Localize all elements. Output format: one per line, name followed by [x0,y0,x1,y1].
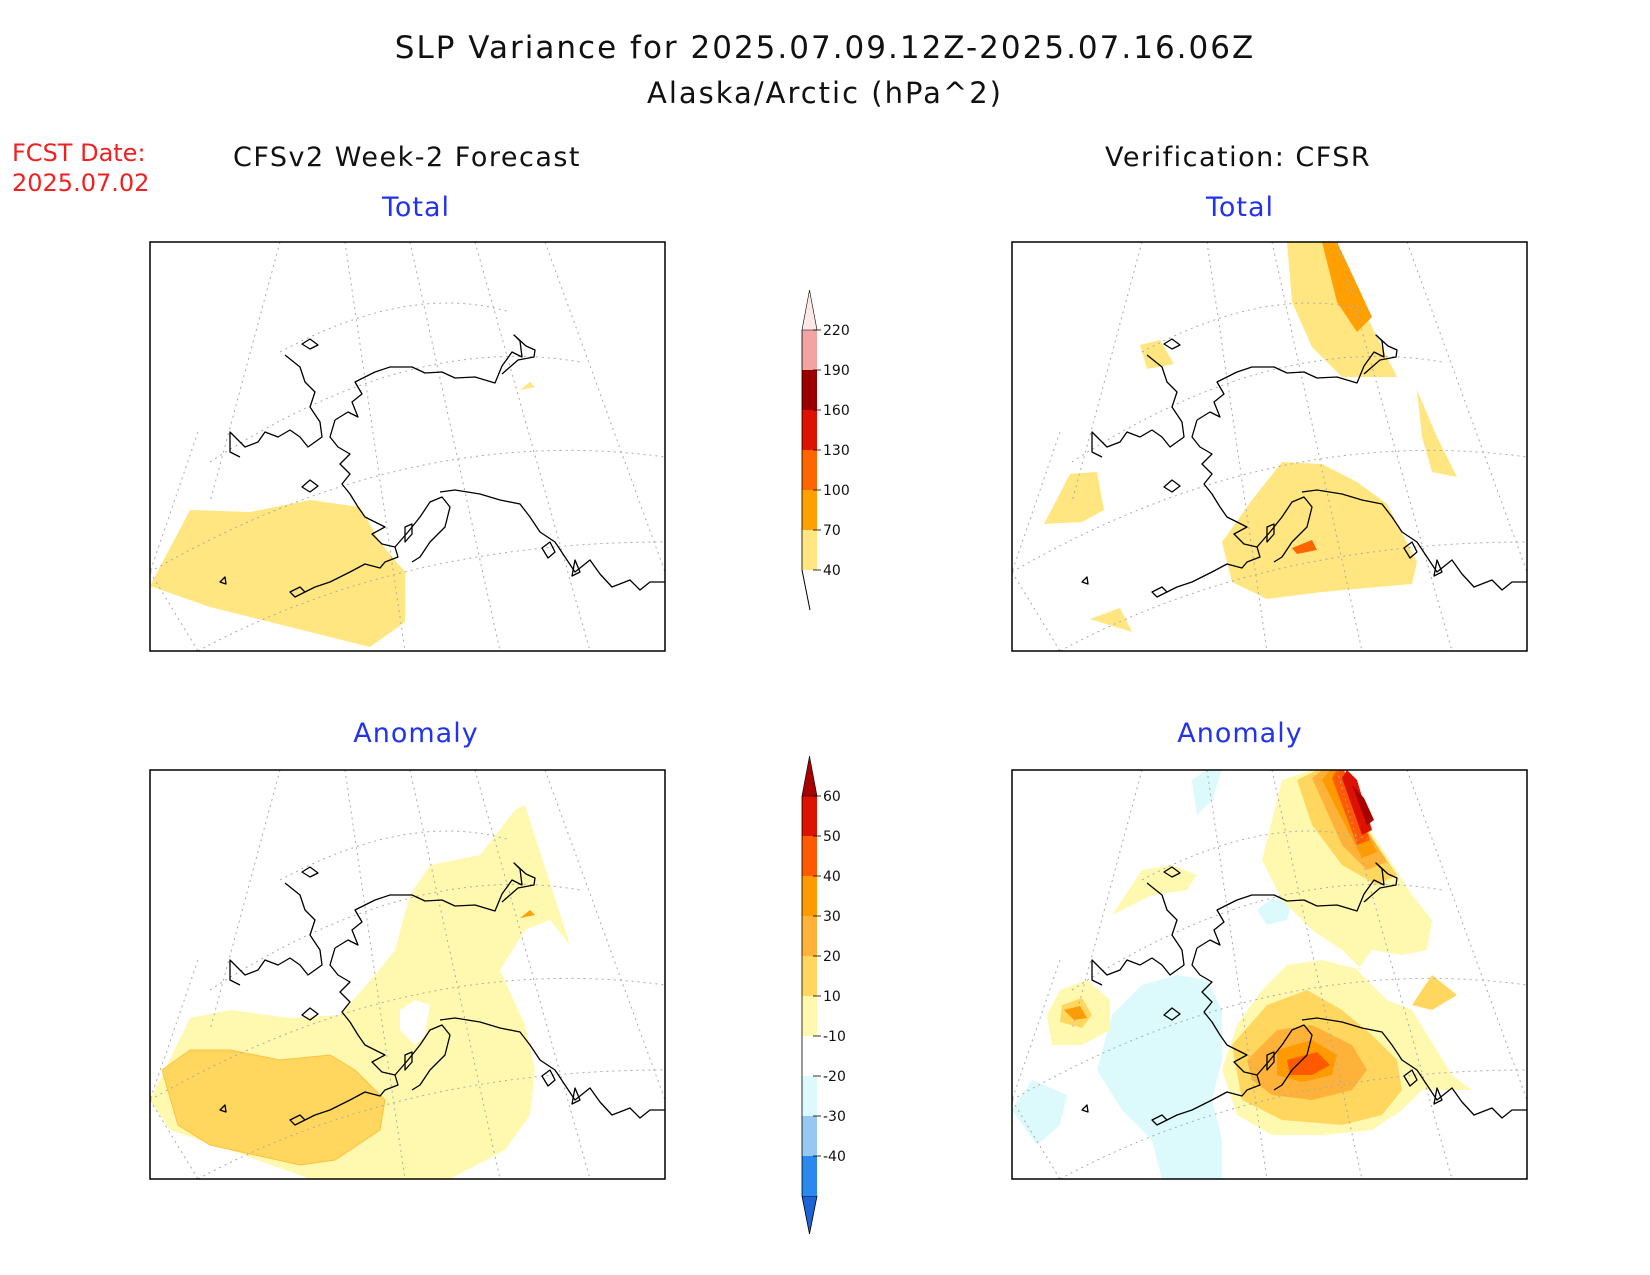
main-title: SLP Variance for 2025.07.09.12Z-2025.07.… [394,30,1256,66]
colorbar-total-bottom-tick [801,569,811,611]
colorbar-anomaly-label: 60 [823,789,841,805]
map-forecast-total [149,241,666,652]
colorbar-anomaly-label: 20 [823,949,841,965]
colorbar-anomaly-label: -10 [823,1029,846,1045]
colorbar-total-label: 220 [823,323,850,339]
colorbar-total-segment [802,370,817,410]
map-verification-anomaly [1011,769,1528,1180]
colorbar-anomaly-segment [802,1156,817,1196]
map-forecast-anomaly [149,769,666,1180]
fcst-date-value: 2025.07.02 [12,169,150,197]
map-verification-total [1011,241,1528,652]
colorbar-anomaly-segment [802,796,817,836]
panel-title-forecast-total: Total [381,192,451,223]
colorbar-anomaly-segment [802,996,817,1036]
colorbar-anomaly-label: -30 [823,1109,846,1125]
colorbar-anomaly-label: 30 [823,909,841,925]
forecast-column-heading: CFSv2 Week-2 Forecast [233,142,582,173]
colorbar-anomaly-segment [802,956,817,996]
colorbar-anomaly: -40 -30 -20 -10 10 20 30 40 50 60 [801,755,846,1235]
verification-column-heading: Verification: CFSR [1105,142,1372,173]
colorbar-total-segment [802,490,817,530]
colorbar-anomaly-label: 50 [823,829,841,845]
colorbar-anomaly-label: -40 [823,1149,846,1165]
colorbar-anomaly-segment [802,836,817,876]
colorbar-total-segment [802,530,817,570]
colorbar-anomaly-bottom-arrow [801,1195,818,1235]
colorbar-total-segment [802,450,817,490]
colorbar-anomaly-segment [802,1116,817,1156]
colorbar-anomaly-segment [802,1036,817,1076]
colorbar-total-top-arrow [801,289,818,331]
colorbar-total-label: 40 [823,563,841,579]
colorbar-total-segment [802,410,817,450]
fcst-date-line1: FCST Date: [12,139,146,167]
colorbar-total-label: 190 [823,363,850,379]
main-subtitle: Alaska/Arctic (hPa^2) [647,76,1003,110]
colorbar-anomaly-segment [802,916,817,956]
colorbar-anomaly-label: 40 [823,869,841,885]
panel-title-verification-anomaly: Anomaly [1177,718,1303,749]
panel-title-forecast-anomaly: Anomaly [353,718,479,749]
colorbar-total: 40 70 100 130 160 190 220 [801,289,850,611]
colorbar-total-segment [802,330,817,370]
fcst-date-label: FCST Date: 2025.07.02 [12,138,149,198]
colorbar-total-label: 160 [823,403,850,419]
colorbar-anomaly-segment [802,1076,817,1116]
colorbar-total-label: 100 [823,483,850,499]
colorbar-anomaly-top-arrow [801,755,818,797]
colorbar-total-label: 130 [823,443,850,459]
colorbar-total-label: 70 [823,523,841,539]
panel-title-verification-total: Total [1205,192,1275,223]
colorbar-anomaly-label: 10 [823,989,841,1005]
colorbar-anomaly-label: -20 [823,1069,846,1085]
colorbar-anomaly-segment [802,876,817,916]
